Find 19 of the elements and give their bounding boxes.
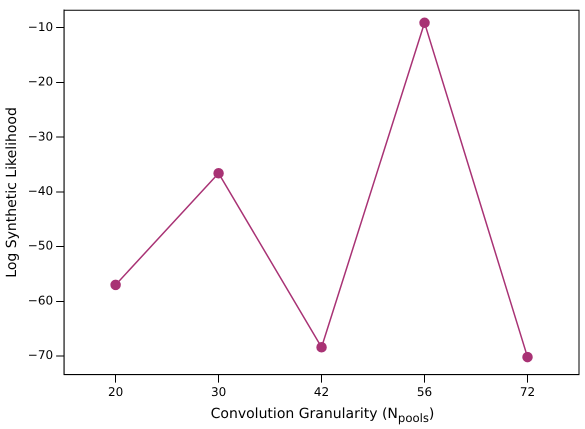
y-tick-label: −30: [28, 129, 54, 144]
y-tick-label: −40: [28, 184, 54, 198]
x-tick-label: 56: [416, 384, 432, 399]
x-tick-label: 30: [210, 384, 226, 399]
point: [110, 280, 121, 290]
point: [419, 18, 430, 28]
x-axis-title: Convolution Granularity (N$_{pools}$): [210, 406, 436, 425]
x-tick-label: 20: [108, 384, 124, 399]
y-tick-label: −10: [28, 20, 54, 34]
x-tick-label: 72: [520, 384, 536, 399]
point: [213, 168, 224, 178]
point: [522, 352, 533, 362]
y-tick-label: −20: [28, 74, 54, 89]
y-tick-label: −60: [28, 293, 54, 308]
y-axis-title: Log Synthetic Likelihood: [4, 107, 20, 278]
x-tick-label: 42: [314, 384, 330, 399]
y-tick-label: −50: [28, 238, 54, 253]
y-tick-label: −70: [28, 348, 54, 362]
point: [316, 342, 327, 352]
